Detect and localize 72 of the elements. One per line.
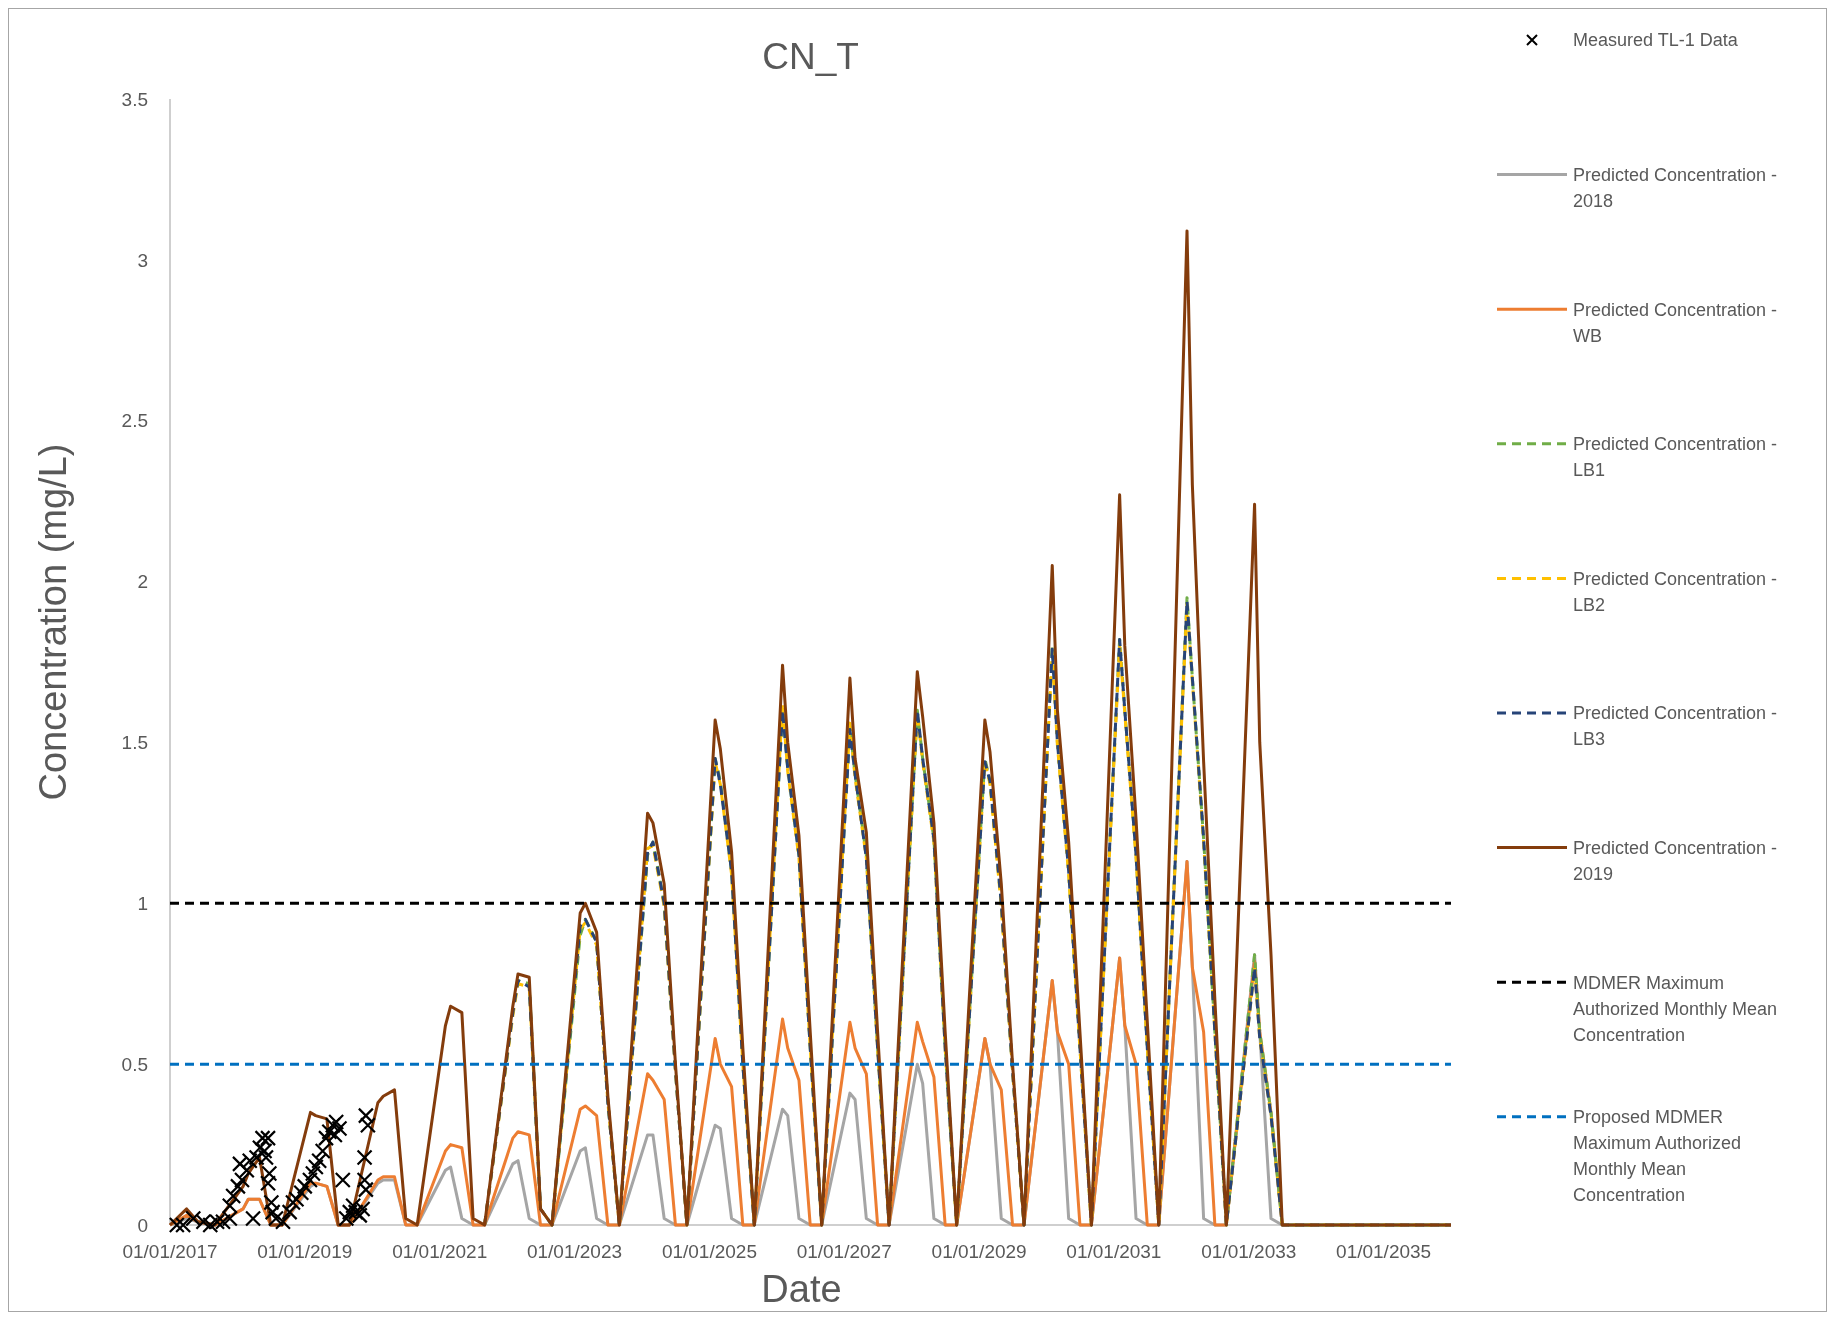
y-tick-label: 3: [137, 249, 148, 271]
point: [307, 1158, 324, 1176]
y-tick-label: 2.5: [121, 410, 148, 432]
legend-label: MDMER Maximum Authorized Monthly Mean Concentration: [1573, 972, 1778, 1045]
point: [321, 1123, 338, 1140]
point: [244, 1210, 262, 1227]
point: [345, 1197, 362, 1214]
point: [175, 1216, 192, 1234]
point: [301, 1171, 319, 1189]
point: [324, 1117, 341, 1134]
point: [221, 1197, 238, 1214]
point: [231, 1155, 249, 1172]
point: [256, 1142, 273, 1160]
point: [356, 1171, 373, 1189]
x-tick-label: 01/01/2031: [1066, 1241, 1162, 1262]
point: [229, 1178, 247, 1195]
point: [233, 1171, 251, 1189]
point: [296, 1178, 313, 1195]
point: [334, 1171, 351, 1189]
x-tick-label: 01/01/2029: [931, 1241, 1027, 1262]
point: [185, 1210, 202, 1227]
point: [274, 1213, 292, 1230]
point: [267, 1210, 285, 1227]
point: [356, 1149, 373, 1166]
legend-label: Predicted Concentration - LB3: [1573, 703, 1778, 750]
legend-label: Predicted Concentration - LB1: [1573, 434, 1778, 481]
point: [259, 1175, 277, 1192]
point: [251, 1139, 268, 1156]
point: [304, 1165, 321, 1182]
point: [168, 1216, 185, 1234]
point: [261, 1165, 278, 1182]
point: [357, 1107, 374, 1124]
y-tick-label: 3.5: [121, 88, 148, 110]
point: [311, 1152, 328, 1169]
point: [314, 1142, 331, 1160]
x-tick-label: 01/01/2019: [257, 1241, 353, 1262]
legend-label: Predicted Concentration - 2018: [1573, 164, 1778, 211]
point: [238, 1162, 255, 1179]
point: [288, 1191, 305, 1208]
y-axis-title: Concentration (mg/L): [32, 443, 74, 801]
x-tick-label: 01/01/2033: [1201, 1241, 1297, 1262]
legend-label: Predicted Concentration - 2019: [1573, 837, 1778, 884]
x-tick-label: 01/01/2025: [661, 1241, 757, 1262]
x-tick-label: 01/01/2027: [796, 1241, 892, 1262]
point: [284, 1194, 302, 1211]
point: [326, 1126, 343, 1144]
point: [328, 1113, 345, 1131]
point: [263, 1194, 280, 1211]
legend-label: Measured TL-1 Data: [1573, 30, 1739, 51]
x-axis-title: Date: [761, 1268, 842, 1310]
y-tick-label: 0: [137, 1214, 148, 1236]
x-tick-label: 01/01/2021: [392, 1241, 488, 1262]
chart-title: CN_T: [762, 36, 859, 77]
x-tick-label: 01/01/2035: [1336, 1241, 1432, 1262]
point: [254, 1130, 271, 1147]
point: [331, 1120, 348, 1137]
y-tick-label: 1: [137, 892, 148, 914]
point: [317, 1130, 335, 1147]
x-tick-label: 01/01/2023: [526, 1241, 623, 1262]
y-tick-label: 1.5: [121, 732, 148, 754]
point: [259, 1130, 277, 1147]
point: [359, 1117, 376, 1134]
y-tick-label: 0.5: [121, 1053, 148, 1075]
point: [293, 1184, 310, 1201]
legend-label: Predicted Concentration - LB2: [1573, 568, 1778, 615]
y-tick-label: 2: [137, 571, 148, 593]
legend-label: Predicted Concentration - WB: [1573, 299, 1778, 346]
x-tick-label: 01/01/2017: [122, 1241, 218, 1262]
point: [225, 1187, 242, 1205]
point: [357, 1181, 374, 1198]
legend-label: Proposed MDMER Maximum Authorized Monthly Mean Concentration: [1573, 1107, 1742, 1206]
point: [248, 1149, 265, 1166]
